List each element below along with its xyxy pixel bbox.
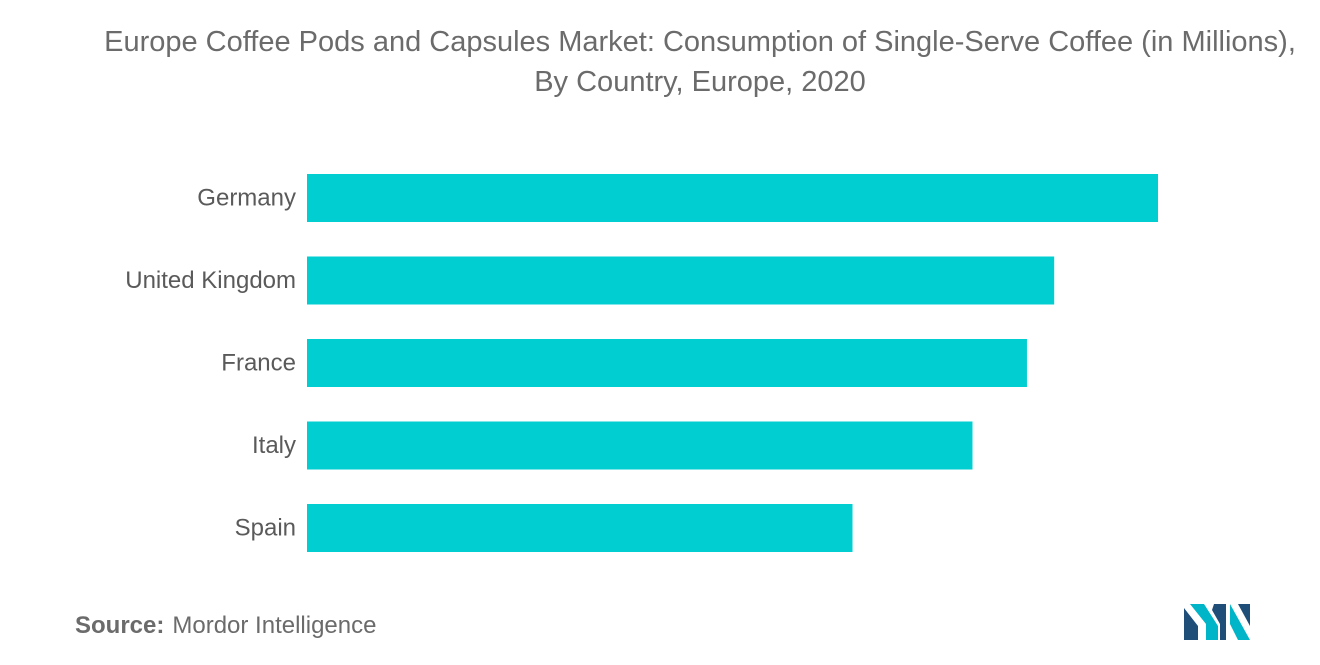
bar-france <box>307 339 1027 387</box>
chart-title: Europe Coffee Pods and Capsules Market: … <box>104 26 1296 98</box>
bar-united-kingdom <box>307 256 1055 305</box>
category-label-germany: Germany <box>197 185 296 212</box>
source-label: Source: <box>75 612 165 639</box>
bar-chart: Germany United Kingdom France Italy Spain <box>125 174 1158 552</box>
bar-italy <box>307 421 973 470</box>
source-line: Source: Mordor Intelligence <box>75 612 376 640</box>
category-label-spain: Spain <box>235 515 296 542</box>
bar-spain <box>307 504 853 552</box>
category-label-france: France <box>221 350 296 377</box>
source-text: Mordor Intelligence <box>172 612 377 639</box>
category-label-italy: Italy <box>252 432 296 459</box>
mordor-intelligence-logo-icon <box>1184 604 1250 640</box>
bar-germany <box>307 174 1158 222</box>
category-label-united-kingdom: United Kingdom <box>125 267 296 294</box>
